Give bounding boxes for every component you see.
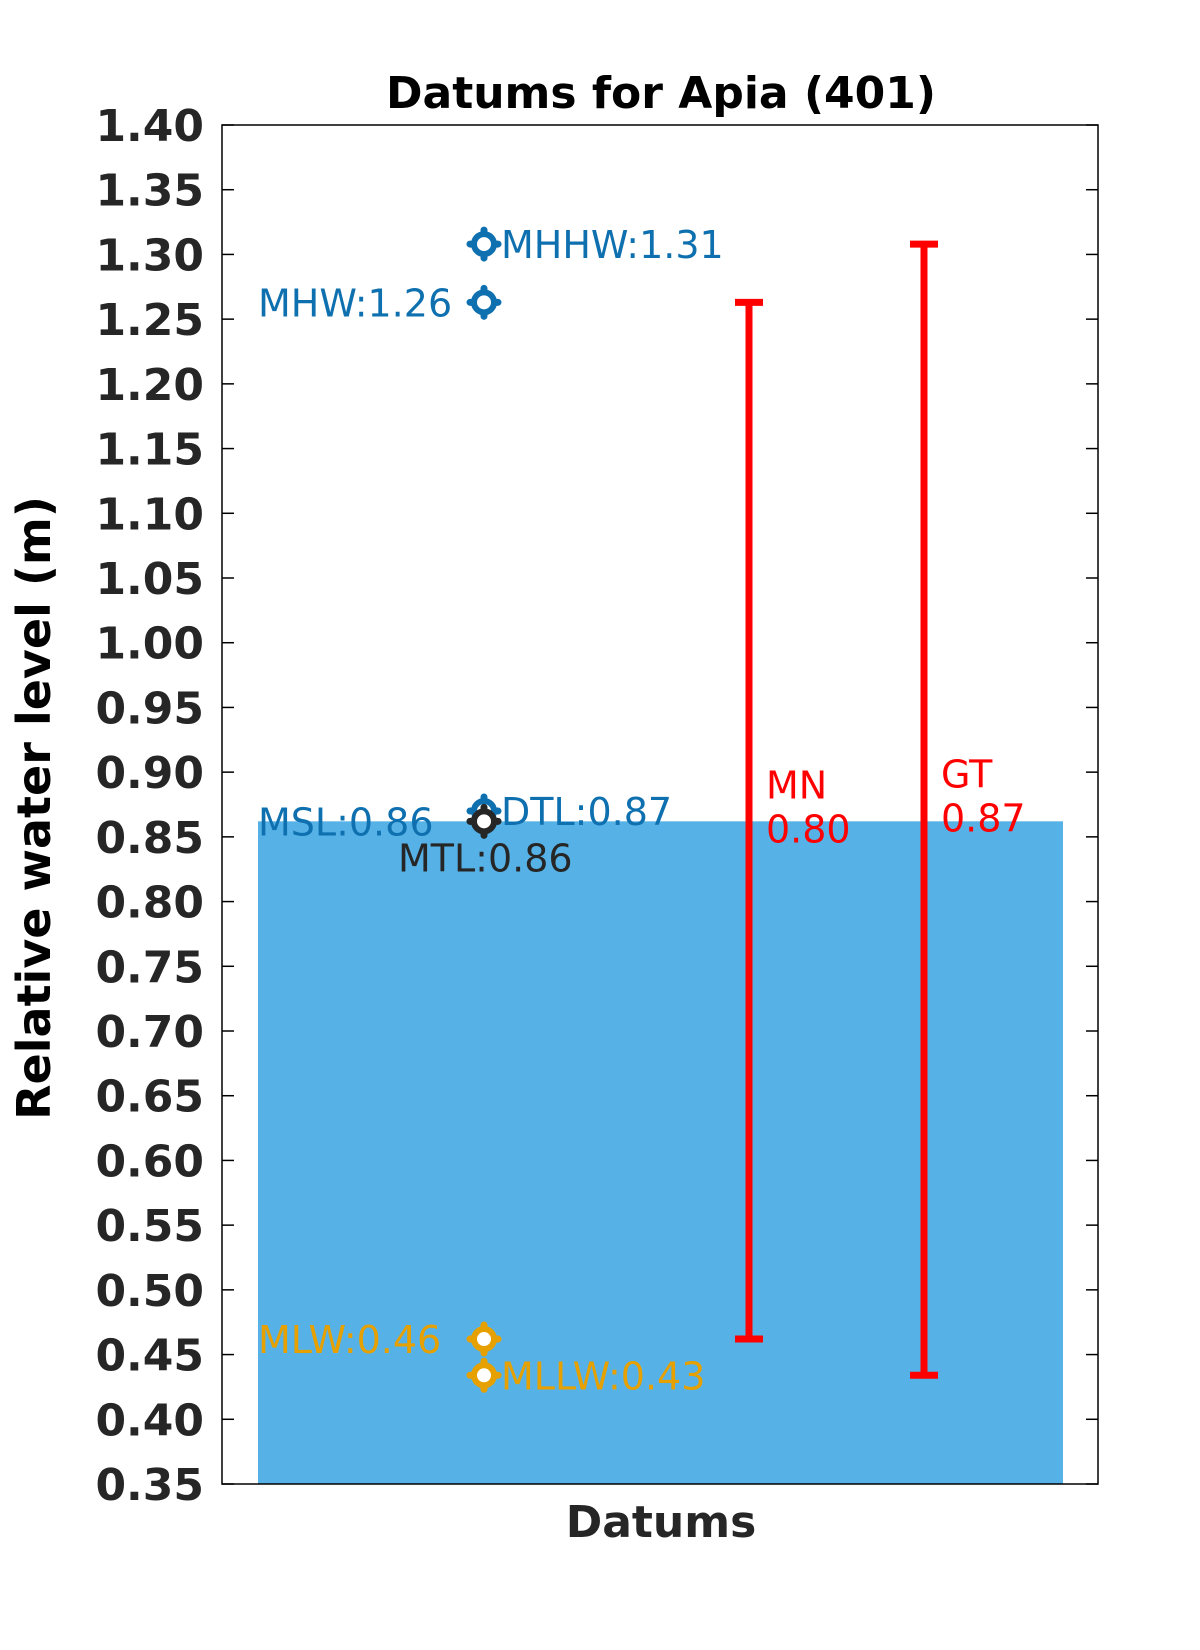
chart-title: Datums for Apia (401) — [386, 68, 936, 119]
y-tick-label: 0.45 — [95, 1331, 204, 1382]
y-tick-label: 0.90 — [95, 748, 204, 799]
range-value-gt: 0.87 — [941, 797, 1026, 841]
y-tick-label: 0.75 — [95, 942, 204, 993]
y-tick-label: 0.70 — [95, 1007, 204, 1058]
datum-label-mllw: MLLW:0.43 — [501, 1354, 705, 1398]
y-tick-label: 0.50 — [95, 1266, 204, 1317]
y-tick-label: 1.35 — [95, 166, 204, 217]
datum-marker-mhhw — [466, 226, 502, 262]
y-tick-label: 0.65 — [95, 1072, 204, 1123]
y-tick-label: 0.60 — [95, 1136, 204, 1187]
y-tick-label: 1.05 — [95, 554, 204, 605]
y-tick-label: 0.35 — [95, 1460, 204, 1511]
y-tick-label: 1.10 — [95, 489, 204, 540]
y-axis-label: Relative water level (m) — [7, 496, 61, 1120]
y-tick-label: 0.95 — [95, 683, 204, 734]
datum-label-mhw: MHW:1.26 — [258, 281, 452, 325]
range-name-gt: GT — [941, 753, 993, 797]
datum-marker-mhw — [466, 284, 502, 320]
datum-marker-mlw — [466, 1321, 502, 1357]
plot-frame — [221, 124, 1099, 1485]
datum-label-msl: MSL:0.86 — [258, 800, 434, 844]
datum-label-mtl: MTL:0.86 — [398, 836, 573, 880]
x-axis-label: Datums — [566, 1497, 757, 1548]
y-tick-label: 0.80 — [95, 878, 204, 929]
y-tick-label: 1.00 — [95, 619, 204, 670]
range-value-mn: 0.80 — [766, 808, 851, 852]
range-name-mn: MN — [766, 764, 827, 808]
datum-label-mhhw: MHHW:1.31 — [501, 223, 724, 267]
y-tick-label: 0.85 — [95, 813, 204, 864]
y-tick-label: 1.25 — [95, 295, 204, 346]
y-tick-label: 1.20 — [95, 360, 204, 411]
datum-label-mlw: MLW:0.46 — [258, 1318, 441, 1362]
y-tick-label: 1.30 — [95, 230, 204, 281]
y-tick-label: 1.40 — [95, 101, 204, 152]
datum-marker-mllw — [466, 1357, 502, 1393]
y-tick-label: 1.15 — [95, 425, 204, 476]
datum-marker-mtl — [466, 803, 502, 839]
datum-label-dtl: DTL:0.87 — [501, 790, 672, 834]
y-tick-label: 0.55 — [95, 1201, 204, 1252]
y-tick-label: 0.40 — [95, 1395, 204, 1446]
